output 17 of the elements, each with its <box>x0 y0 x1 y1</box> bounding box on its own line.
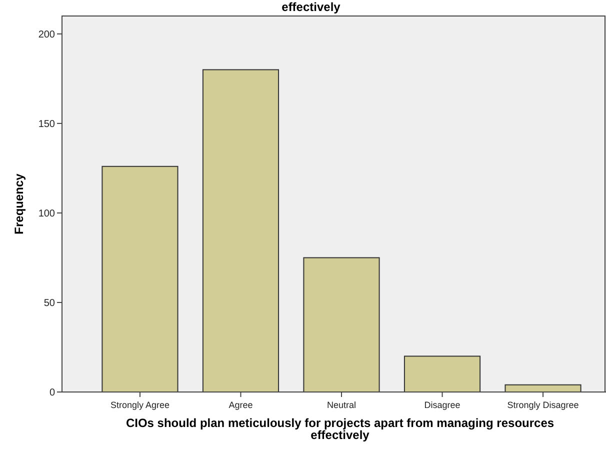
x-tick-label: Neutral <box>326 400 356 410</box>
x-axis-title: CIOs should plan meticulously for projects apart from managing resources effectively <box>126 416 554 442</box>
chart-title: effectively <box>282 0 341 14</box>
y-tick-label: 100 <box>38 208 56 220</box>
bar <box>202 69 280 392</box>
y-tick-label: 150 <box>38 118 56 130</box>
bar <box>404 356 481 392</box>
y-tick-label: 200 <box>38 29 56 40</box>
bar <box>303 257 380 392</box>
bar <box>102 166 178 392</box>
y-axis-title: Frequency <box>12 173 26 234</box>
y-tick-label: 50 <box>44 298 56 309</box>
x-tick-label: Strongly Disagree <box>507 400 579 410</box>
x-tick-label: Strongly Agree <box>110 400 170 410</box>
x-tick-label: Disagree <box>424 400 460 410</box>
x-tick-label: Agree <box>228 400 253 410</box>
y-tick-label: 0 <box>49 388 56 398</box>
